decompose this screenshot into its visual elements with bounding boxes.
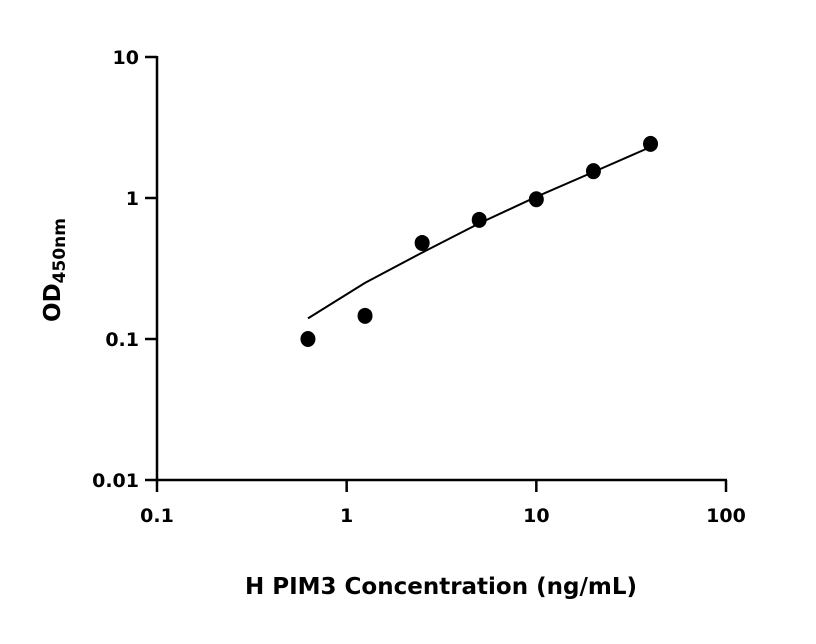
data-point bbox=[643, 135, 659, 152]
y-tick-label: 0.01 bbox=[92, 470, 139, 492]
y-axis-label-sub: 450nm bbox=[50, 218, 70, 283]
data-point bbox=[471, 211, 487, 228]
y-tick-label: 0.1 bbox=[105, 329, 139, 351]
data-point bbox=[300, 331, 316, 347]
y-axis-label: OD450nm bbox=[40, 218, 70, 322]
y-tick-label: 1 bbox=[126, 188, 139, 210]
x-tick-label: 0.1 bbox=[140, 505, 174, 527]
data-point bbox=[357, 307, 373, 324]
y-axis-label-main: OD bbox=[40, 283, 66, 322]
x-tick-label: 100 bbox=[706, 505, 746, 527]
data-point bbox=[585, 163, 601, 180]
data-point bbox=[414, 234, 430, 251]
x-axis-label: H PIM3 Concentration (ng/mL) bbox=[245, 574, 637, 600]
data-point bbox=[528, 191, 544, 208]
y-tick-label: 10 bbox=[113, 47, 139, 69]
data-points bbox=[300, 135, 659, 347]
x-tick-label: 10 bbox=[523, 505, 549, 527]
axes bbox=[155, 56, 727, 482]
x-tick-label: 1 bbox=[340, 505, 353, 527]
